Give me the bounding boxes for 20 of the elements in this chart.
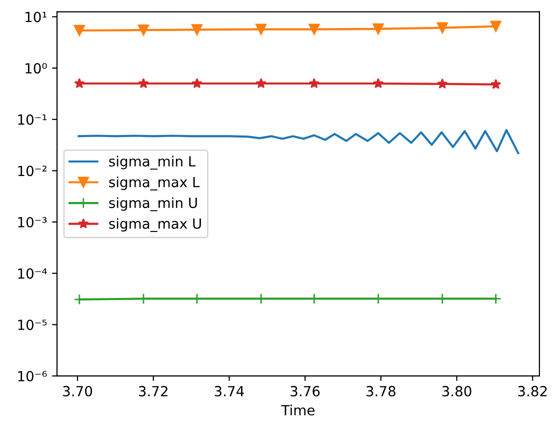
x-tick-label: 3.76 xyxy=(290,386,320,396)
legend-label: sigma_max L xyxy=(109,176,200,190)
y-tick-label: 10⁻³ xyxy=(18,216,47,228)
y-tick-label: 10⁻¹ xyxy=(18,114,47,125)
y-tick-label: 10⁻² xyxy=(18,166,46,176)
y-tick-label: 10⁻⁵ xyxy=(18,320,47,330)
x-tick-label: 3.70 xyxy=(63,386,92,396)
x-tick-label: 3.80 xyxy=(442,386,472,396)
y-tick-label: 10⁰ xyxy=(26,63,47,74)
x-tick-label: 3.72 xyxy=(138,386,168,396)
y-tick-label: 10⁻⁶ xyxy=(18,370,47,382)
legend-label: sigma_max U xyxy=(109,218,201,232)
x-tick-label: 3.82 xyxy=(518,386,547,396)
legend-label: sigma_min L xyxy=(109,156,196,170)
x-axis-title: Time xyxy=(281,404,314,416)
x-tick-label: 3.78 xyxy=(366,386,396,396)
y-tick-label: 10¹ xyxy=(26,12,47,22)
legend-label: sigma_min U xyxy=(109,197,197,212)
y-tick-label: 10⁻⁴ xyxy=(18,268,47,279)
x-tick-label: 3.74 xyxy=(214,386,244,396)
